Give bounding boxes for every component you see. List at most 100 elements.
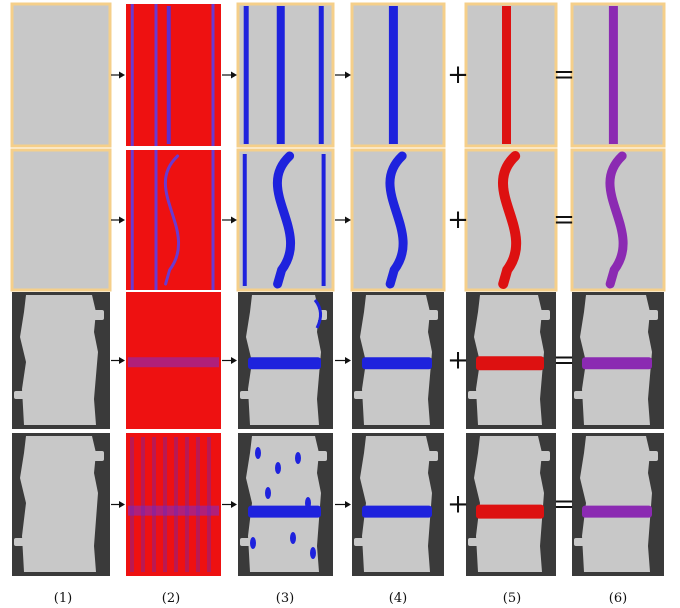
- segmented-fracture: [248, 357, 321, 370]
- panel-r4-c6: [572, 433, 664, 576]
- panel-r3-c3: [238, 292, 333, 429]
- equals-operator: =: [553, 205, 575, 235]
- column-label-6: (6): [609, 591, 627, 606]
- texture-band: [196, 437, 200, 572]
- equals-operator: =: [553, 346, 575, 376]
- noise-blob: [250, 537, 256, 549]
- panel-r2-c2: [126, 150, 221, 290]
- core-protrusion: [468, 391, 482, 399]
- arrow-head: [119, 71, 125, 79]
- arrow-head: [345, 71, 351, 79]
- core-protrusion: [14, 391, 28, 399]
- core-protrusion: [88, 451, 104, 461]
- edge-streak: [154, 150, 158, 290]
- fracture-streak: [128, 357, 219, 368]
- panel-background: [236, 2, 335, 148]
- panel-background: [570, 2, 666, 148]
- edge-noise: [321, 154, 326, 286]
- edge-streak: [130, 4, 134, 146]
- panel-r1-c1: [10, 2, 112, 148]
- texture-band: [152, 437, 156, 572]
- texture-band: [163, 437, 167, 572]
- ground-truth-fracture: [502, 6, 511, 144]
- panel-r3-c6: [572, 292, 664, 429]
- segmented-fracture: [273, 151, 296, 289]
- panel-r1-c2: [126, 4, 221, 146]
- noise-blob: [290, 532, 296, 544]
- plus-operator: +: [447, 205, 469, 235]
- texture-band: [141, 437, 145, 572]
- segmented-fracture: [388, 6, 398, 144]
- probability-map: [126, 4, 221, 146]
- core-protrusion: [534, 451, 550, 461]
- panel-r1-c4: [350, 2, 446, 148]
- arrow-head: [119, 216, 125, 224]
- panel-r4-c5: [466, 433, 556, 576]
- overlap-core: [584, 358, 650, 369]
- segmented-fracture: [276, 6, 285, 144]
- core-protrusion: [574, 538, 588, 546]
- arrow-head: [231, 216, 237, 224]
- arrow-icon: [111, 501, 125, 508]
- ground-truth-fracture: [498, 151, 522, 289]
- core-protrusion: [311, 310, 327, 320]
- panel-r4-c3: [238, 433, 333, 576]
- core-protrusion: [534, 310, 550, 320]
- overlap-fracture: [605, 151, 628, 289]
- core-sample: [20, 295, 98, 425]
- edge-streak: [130, 150, 134, 290]
- edge-noise: [243, 6, 249, 144]
- arrow-head: [345, 501, 351, 508]
- panel-r4-c2: [126, 433, 221, 576]
- panel-r2-c1: [10, 148, 112, 292]
- edge-noise: [313, 299, 322, 329]
- column-label-2: (2): [162, 591, 180, 606]
- arrow-icon: [111, 216, 125, 224]
- edge-noise: [242, 154, 247, 286]
- ground-truth-fracture: [476, 504, 544, 519]
- panel-r3-c2: [126, 292, 221, 429]
- texture-band: [174, 437, 178, 572]
- core-protrusion: [240, 391, 254, 399]
- core-protrusion: [88, 310, 104, 320]
- core-protrusion: [642, 310, 658, 320]
- segmented-fracture: [248, 505, 321, 518]
- arrow-icon: [222, 501, 237, 508]
- plus-operator: +: [447, 490, 469, 520]
- core-protrusion: [311, 451, 327, 461]
- noise-blob: [265, 487, 271, 499]
- noise-blob: [255, 447, 261, 459]
- plus-operator: +: [447, 60, 469, 90]
- equals-operator: =: [553, 490, 575, 520]
- panel-background: [10, 2, 112, 148]
- column-label-1: (1): [54, 591, 72, 606]
- column-label-3: (3): [276, 591, 294, 606]
- panel-r1-c3: [236, 2, 335, 148]
- segmented-fracture: [385, 151, 408, 289]
- column-label-5: (5): [503, 591, 521, 606]
- arrow-icon: [335, 216, 351, 224]
- arrow-head: [345, 357, 351, 364]
- noise-blob: [305, 497, 311, 509]
- noise-blob: [275, 462, 281, 474]
- edge-streak: [211, 4, 215, 146]
- core-protrusion: [574, 391, 588, 399]
- overlap-fracture: [608, 6, 618, 144]
- arrow-icon: [222, 357, 237, 364]
- core-sample: [474, 436, 544, 572]
- edge-noise: [318, 6, 324, 144]
- noise-blob: [310, 547, 316, 559]
- core-sample: [360, 436, 432, 572]
- panel-background: [10, 148, 112, 292]
- core-sample: [20, 436, 98, 572]
- texture-band: [130, 437, 134, 572]
- plus-operator: +: [447, 346, 469, 376]
- core-protrusion: [354, 391, 368, 399]
- overlap-core: [584, 506, 650, 517]
- panel-r2-c5: [464, 148, 558, 292]
- panel-r3-c5: [466, 292, 556, 429]
- segmented-fracture: [362, 357, 432, 370]
- core-protrusion: [468, 538, 482, 546]
- panel-r2-c3: [236, 148, 335, 292]
